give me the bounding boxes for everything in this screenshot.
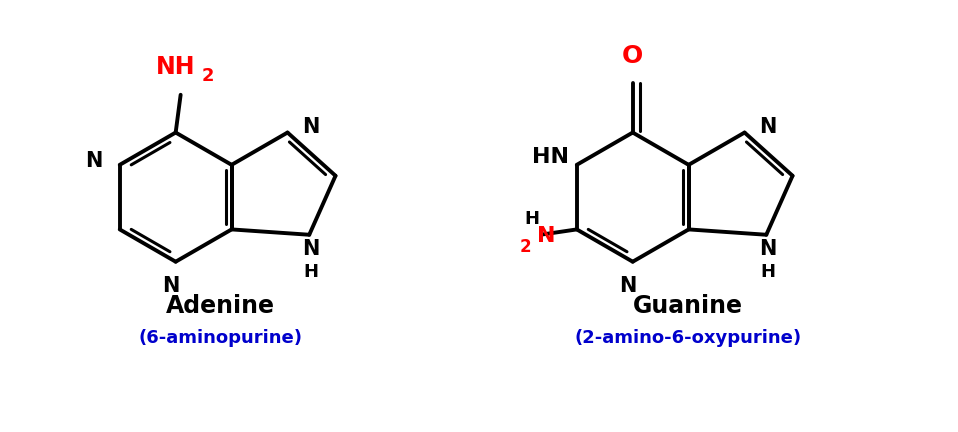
Text: NH: NH [156, 55, 195, 79]
Text: HN: HN [532, 147, 569, 167]
Text: Adenine: Adenine [166, 294, 275, 318]
Text: N: N [760, 117, 777, 137]
Text: N: N [760, 239, 777, 259]
Text: 2: 2 [201, 67, 214, 85]
Text: (6-aminopurine): (6-aminopurine) [139, 329, 303, 347]
Text: N: N [537, 226, 556, 246]
Text: H: H [304, 263, 319, 280]
Text: O: O [622, 44, 644, 68]
Text: N: N [85, 151, 103, 171]
Text: N: N [303, 239, 320, 259]
Text: 2: 2 [519, 238, 531, 256]
Text: Guanine: Guanine [632, 294, 742, 318]
Text: N: N [162, 276, 179, 295]
Text: H: H [761, 263, 776, 280]
Text: N: N [619, 276, 636, 295]
Text: N: N [303, 117, 320, 137]
Text: (2-amino-6-oxypurine): (2-amino-6-oxypurine) [574, 329, 801, 347]
Text: H: H [524, 210, 539, 229]
